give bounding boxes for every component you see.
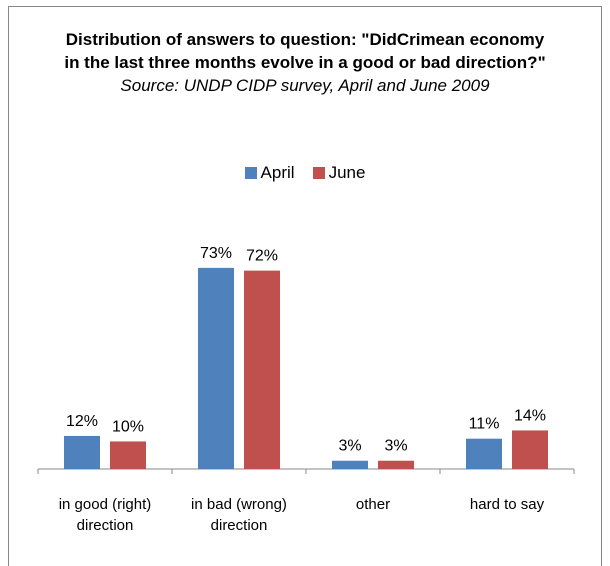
chart-title-main: Distribution of answers to question: "Di… bbox=[64, 30, 546, 72]
data-label-april-2: 3% bbox=[338, 438, 361, 455]
bar-april-1 bbox=[198, 267, 234, 469]
category-label-line: direction bbox=[210, 517, 268, 534]
legend-swatch-april bbox=[244, 167, 257, 179]
bar-april-0 bbox=[64, 435, 100, 469]
data-label-april-0: 12% bbox=[66, 413, 98, 430]
category-label-2: other bbox=[303, 494, 443, 515]
chart-legend: April June bbox=[0, 163, 610, 183]
bar-june-0 bbox=[110, 441, 146, 469]
chart-title: Distribution of answers to question: "Di… bbox=[60, 28, 550, 97]
data-label-june-2: 3% bbox=[384, 438, 407, 455]
bar-june-2 bbox=[378, 460, 414, 469]
chart-title-source: Source: UNDP CIDP survey, April and June… bbox=[120, 76, 490, 95]
data-label-june-1: 72% bbox=[246, 248, 278, 265]
bar-june-3 bbox=[512, 430, 548, 469]
legend-label-april: April bbox=[260, 163, 295, 182]
legend-item-april: April bbox=[244, 163, 295, 183]
category-label-3: hard to say bbox=[437, 494, 577, 515]
category-label-1: in bad (wrong) direction bbox=[169, 494, 309, 536]
data-label-june-0: 10% bbox=[112, 418, 144, 435]
bar-april-2 bbox=[332, 460, 368, 469]
category-label-line: in bad (wrong) bbox=[191, 496, 287, 513]
bar-june-1 bbox=[244, 270, 280, 469]
chart-frame bbox=[8, 6, 602, 566]
category-label-line: in good (right) bbox=[58, 496, 152, 513]
legend-label-june: June bbox=[328, 163, 366, 182]
legend-item-june: June bbox=[312, 163, 366, 183]
data-label-april-1: 73% bbox=[200, 245, 232, 262]
legend-swatch-june bbox=[312, 167, 325, 179]
category-label-line: other bbox=[355, 496, 391, 513]
category-label-0: in good (right) direction bbox=[35, 494, 175, 536]
data-label-june-3: 14% bbox=[514, 407, 546, 424]
bar-april-3 bbox=[466, 438, 502, 469]
category-label-line: direction bbox=[76, 517, 134, 534]
category-label-line: hard to say bbox=[469, 496, 545, 513]
data-label-april-3: 11% bbox=[469, 416, 500, 433]
